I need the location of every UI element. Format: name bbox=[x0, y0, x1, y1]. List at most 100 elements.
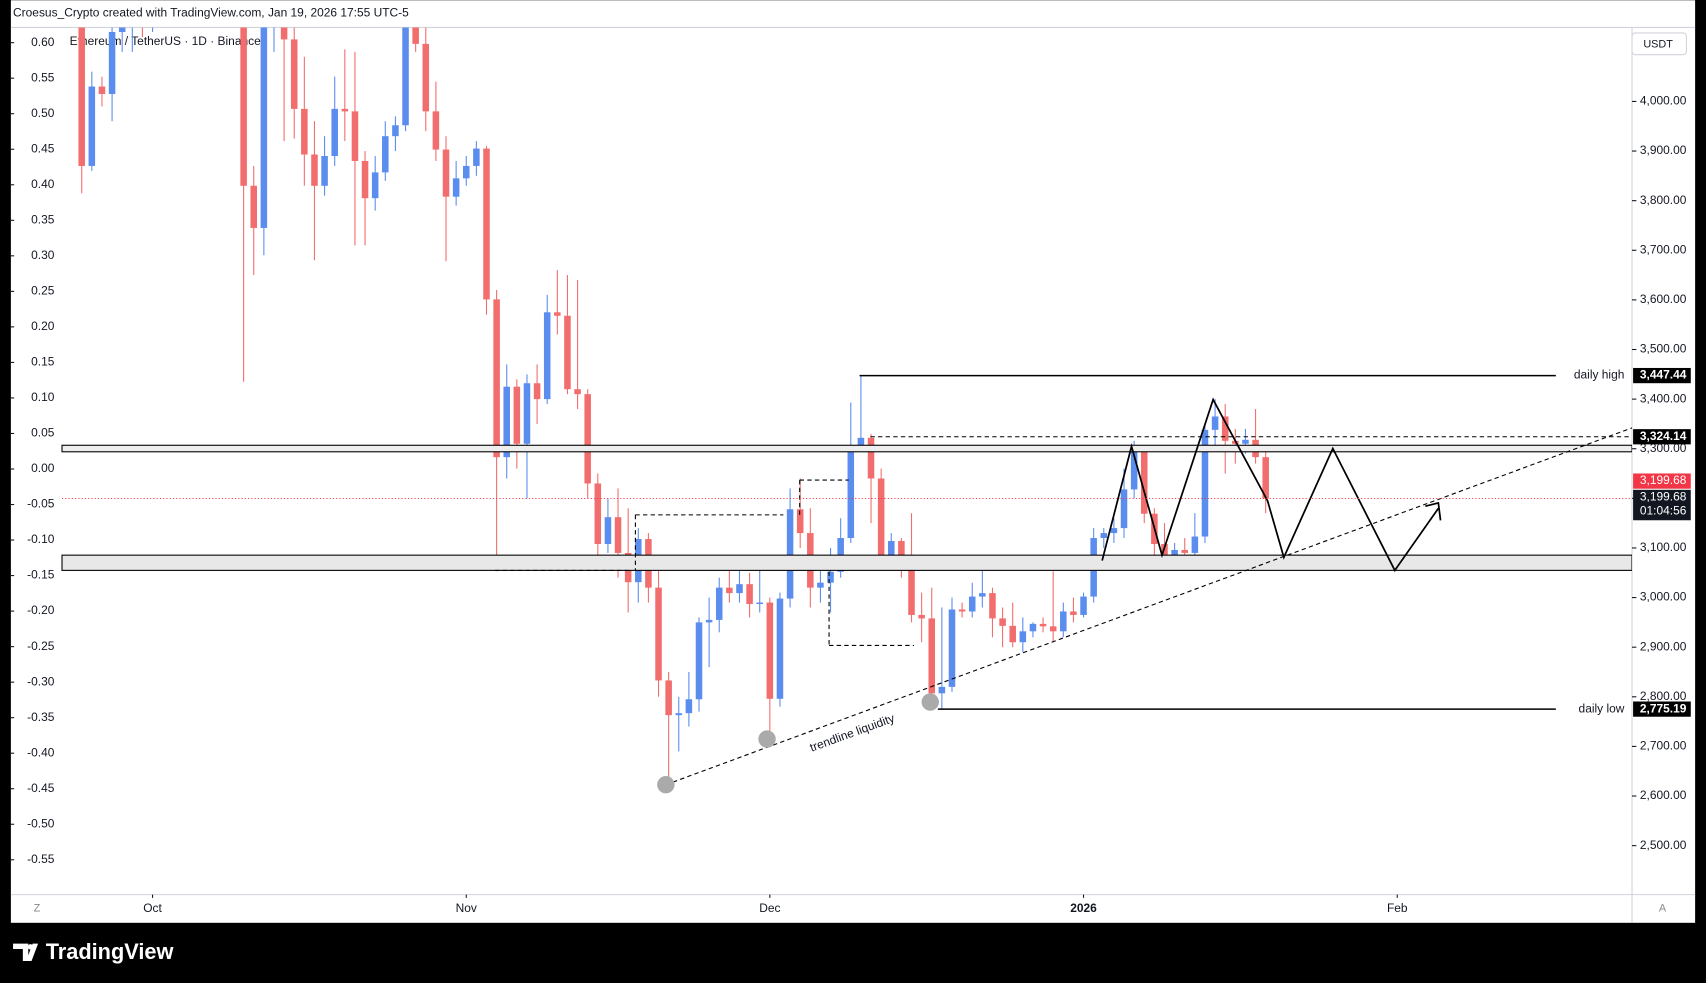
y2-tick-label: 0.45 bbox=[31, 141, 55, 155]
y-tick-label: 3,400.00 bbox=[1640, 391, 1687, 405]
y-tick-label: 3,500.00 bbox=[1640, 342, 1687, 356]
candle-body bbox=[1221, 416, 1229, 441]
candle-body bbox=[543, 312, 551, 400]
drawings bbox=[61, 397, 1633, 794]
y2-tick-label: 0.30 bbox=[31, 248, 55, 262]
candle-body bbox=[1120, 489, 1128, 529]
y2-tick-label: 0.10 bbox=[31, 390, 55, 404]
candle-body bbox=[1201, 429, 1209, 537]
candle-body bbox=[301, 108, 308, 155]
candle-body bbox=[908, 568, 915, 615]
candle-body bbox=[412, 27, 419, 44]
candle-body bbox=[1242, 439, 1249, 444]
candle-body bbox=[888, 541, 895, 556]
footer bbox=[0, 922, 1706, 983]
candle-body bbox=[341, 108, 349, 112]
candle-body bbox=[968, 596, 976, 612]
candle-body bbox=[1140, 451, 1148, 514]
logo-mark bbox=[27, 944, 34, 950]
trendline bbox=[665, 427, 1633, 786]
candle-body bbox=[705, 619, 713, 623]
candle-body bbox=[857, 437, 865, 447]
y2-tick-label: 0.50 bbox=[31, 106, 55, 120]
candle-body bbox=[867, 437, 875, 479]
last-price-box bbox=[1633, 473, 1691, 489]
candle-body bbox=[989, 593, 996, 619]
candle-body bbox=[1049, 626, 1057, 632]
corner-z[interactable]: Z bbox=[34, 903, 41, 915]
candle-body bbox=[1060, 611, 1067, 632]
candle-body bbox=[1100, 533, 1108, 539]
candle-body bbox=[392, 125, 399, 137]
y-tick-label: 3,800.00 bbox=[1640, 193, 1687, 207]
candle-body bbox=[1029, 623, 1037, 632]
candle-body bbox=[584, 394, 591, 484]
candle-body bbox=[1191, 536, 1199, 553]
currency-box[interactable] bbox=[1631, 32, 1687, 56]
candle-body bbox=[736, 584, 743, 594]
candle-body bbox=[98, 86, 106, 94]
corner-a[interactable]: A bbox=[1659, 903, 1667, 915]
y2-tick-label: -0.25 bbox=[27, 639, 55, 653]
x-tick-label: 2026 bbox=[1070, 901, 1097, 915]
y-tick-label: 4,000.00 bbox=[1640, 94, 1687, 108]
candle-body bbox=[1009, 625, 1016, 643]
candle-body bbox=[513, 386, 521, 444]
x-tick-label: Dec bbox=[759, 901, 780, 915]
y2-tick-label: 0.20 bbox=[31, 319, 55, 333]
candle-body bbox=[1262, 457, 1269, 499]
candle-body bbox=[88, 86, 96, 166]
candle-body bbox=[382, 136, 389, 173]
y-tick-label: 3,100.00 bbox=[1640, 540, 1687, 554]
candle-body bbox=[493, 299, 500, 458]
candle-body bbox=[311, 154, 318, 186]
candle-body bbox=[402, 27, 409, 126]
candle-body bbox=[240, 27, 247, 186]
candle-body bbox=[715, 587, 723, 620]
countdown: 01:04:56 bbox=[1640, 504, 1687, 518]
candle-body bbox=[1039, 623, 1047, 627]
candle-body bbox=[675, 713, 683, 716]
y2-tick-label: -0.05 bbox=[27, 497, 55, 511]
candle-body bbox=[847, 446, 855, 539]
liquidity-point bbox=[758, 730, 776, 748]
candle-body bbox=[695, 622, 703, 700]
candle-body bbox=[523, 383, 531, 444]
candle-body bbox=[786, 509, 794, 599]
arrow-head bbox=[1425, 501, 1442, 521]
y2-tick-label: 0.15 bbox=[31, 355, 55, 369]
y2-tick-label: 0.00 bbox=[31, 461, 55, 475]
y-tick-label: 3,000.00 bbox=[1640, 590, 1687, 604]
candle-body bbox=[594, 483, 602, 544]
candle-body bbox=[554, 312, 561, 316]
zone bbox=[61, 554, 1633, 571]
candle-body bbox=[604, 517, 612, 544]
price-label-box bbox=[1633, 429, 1691, 445]
brand[interactable]: TradingView bbox=[46, 939, 174, 964]
candle-body bbox=[1110, 528, 1118, 534]
candle-body bbox=[948, 609, 956, 687]
candle-body bbox=[118, 27, 126, 32]
candle-body bbox=[564, 315, 571, 390]
y2-tick-label: 0.05 bbox=[31, 426, 55, 440]
candle-body bbox=[361, 160, 369, 199]
candle-body bbox=[462, 165, 470, 179]
candle-body bbox=[260, 27, 268, 228]
candle-body bbox=[503, 386, 510, 458]
candle-body bbox=[756, 602, 763, 605]
y-tick-label: 3,300.00 bbox=[1640, 441, 1687, 455]
x-tick-label: Nov bbox=[456, 901, 477, 915]
candle-body bbox=[422, 43, 430, 112]
liquidity-point bbox=[657, 776, 675, 794]
candle-body bbox=[1070, 611, 1077, 615]
y2-tick-label: -0.15 bbox=[27, 568, 55, 582]
y2-tick-label: -0.10 bbox=[27, 532, 55, 546]
candle-body bbox=[655, 587, 662, 681]
candle-body bbox=[351, 111, 359, 161]
range-box bbox=[495, 479, 914, 646]
symbol: Ethereum / TetherUS · 1D · Binance bbox=[70, 34, 261, 48]
y-tick-label: 2,900.00 bbox=[1640, 639, 1687, 653]
y2-tick-label: -0.45 bbox=[27, 781, 55, 795]
candle-body bbox=[574, 389, 581, 395]
